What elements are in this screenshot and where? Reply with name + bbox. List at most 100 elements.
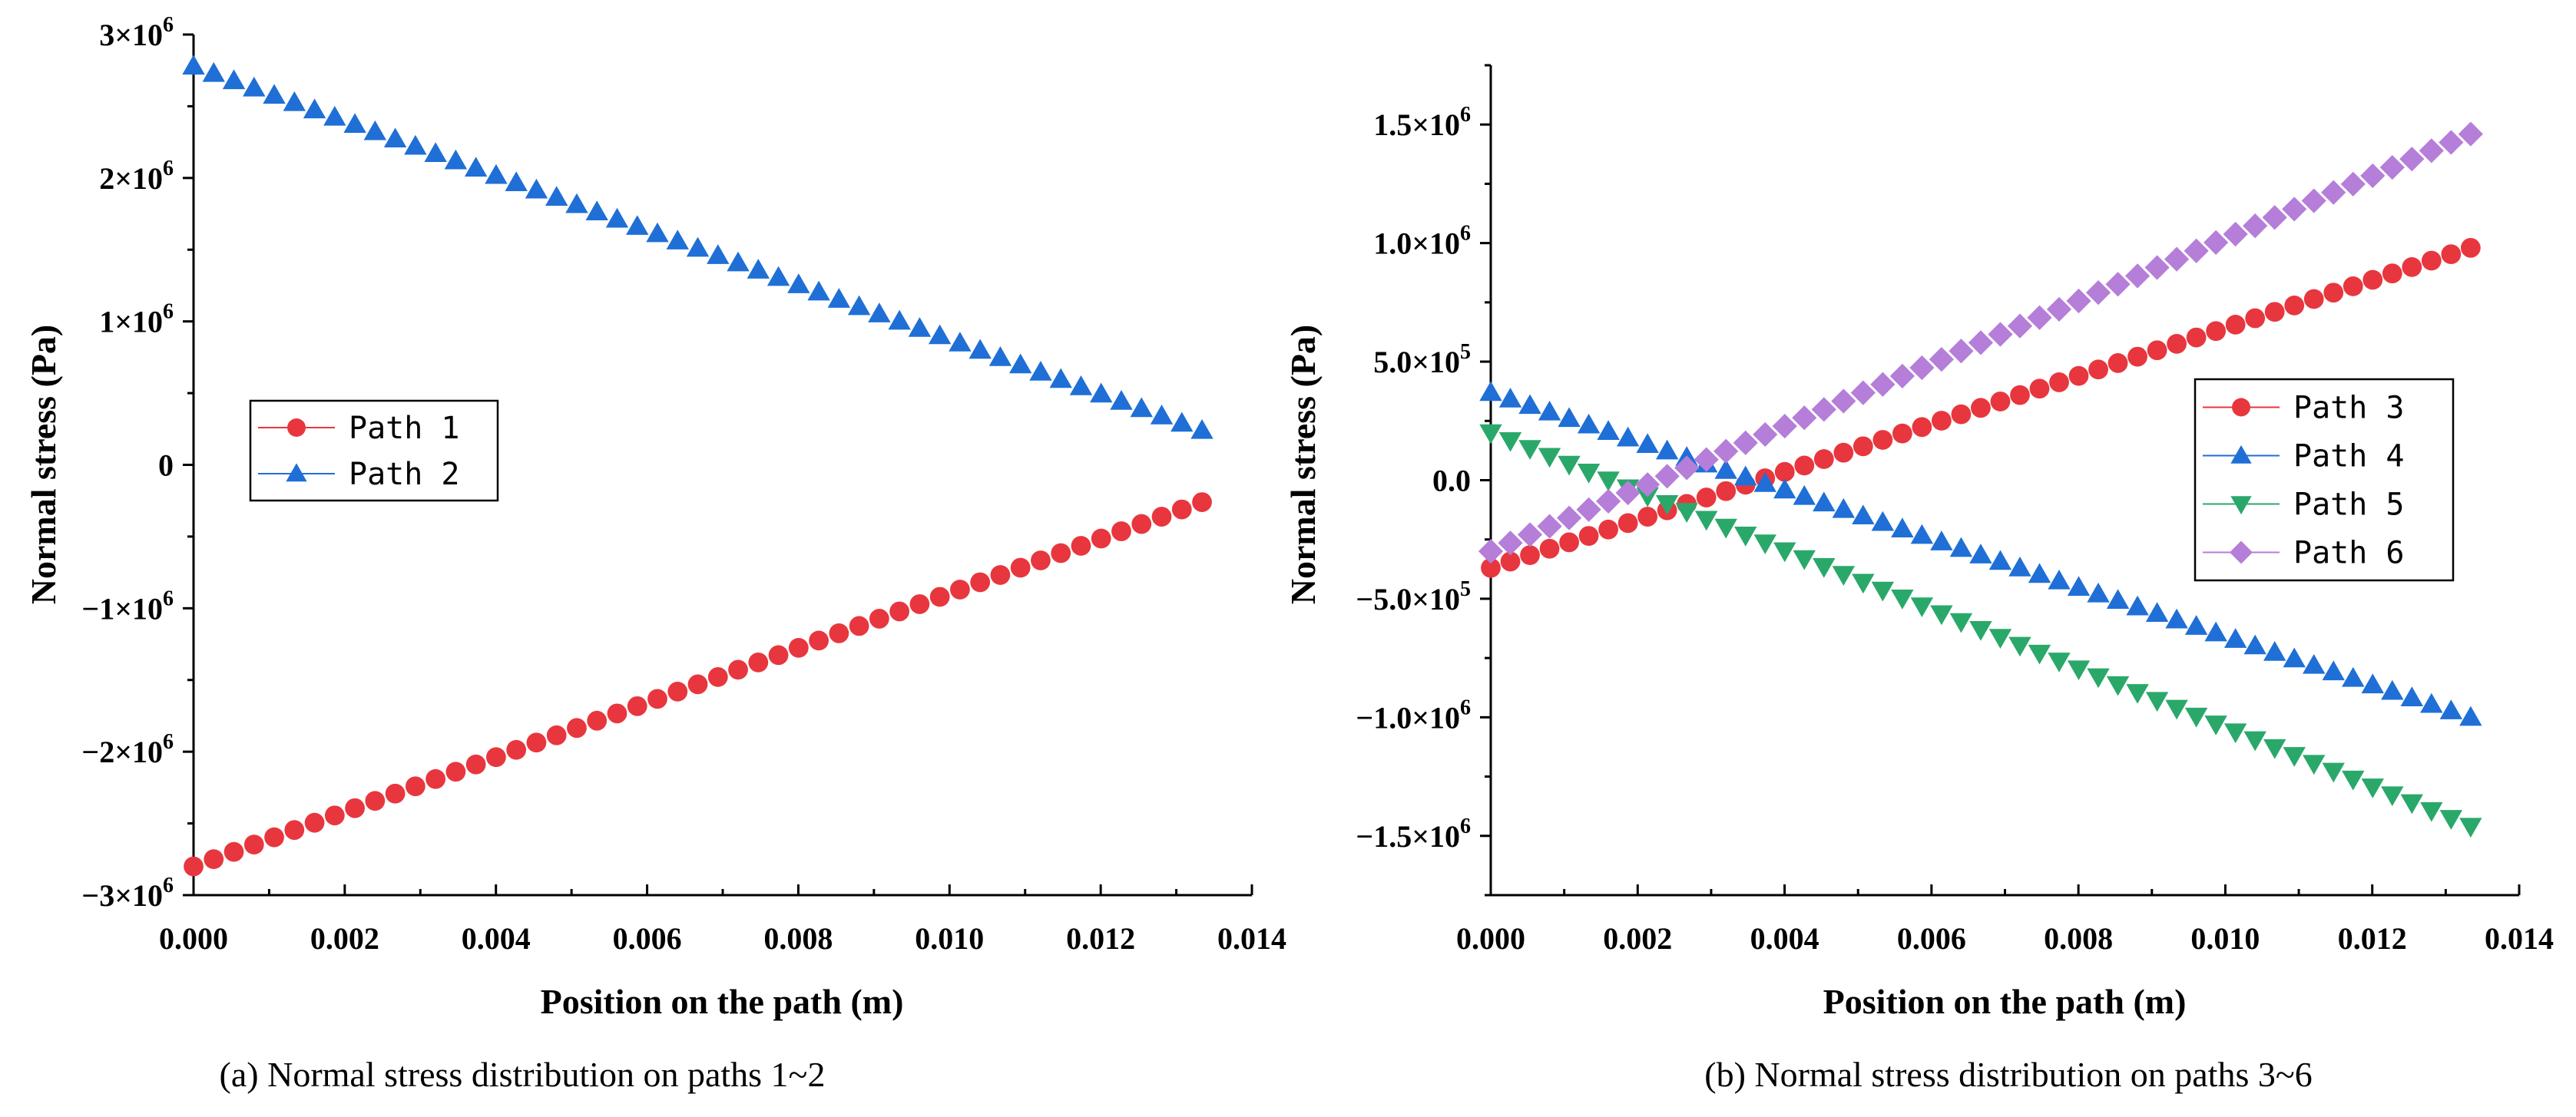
chart-panel-b: 0.000 0.002 0.004 0.006 0.008 0.010 0.012 0.014… xyxy=(1283,64,2554,1094)
data-point xyxy=(2342,770,2365,791)
data-point xyxy=(1871,511,1895,531)
data-point xyxy=(1930,605,1953,626)
x-tick-label: 0.000 xyxy=(1456,921,1525,956)
data-point xyxy=(444,149,468,170)
data-point xyxy=(2049,372,2069,392)
legend-label: Path 2 xyxy=(349,457,460,492)
data-point xyxy=(2400,686,2424,706)
data-point xyxy=(2263,641,2286,661)
data-point xyxy=(2087,668,2110,689)
data-point xyxy=(2245,308,2266,329)
data-point xyxy=(727,251,750,272)
data-point xyxy=(1694,447,1719,472)
data-point xyxy=(1654,464,1680,489)
data-point xyxy=(2028,644,2051,665)
data-point xyxy=(223,841,244,862)
y-tick-label: 3×106 xyxy=(99,13,174,52)
data-point xyxy=(182,55,205,75)
data-point xyxy=(1517,522,1543,547)
data-point xyxy=(1951,404,1972,425)
data-point xyxy=(2243,731,2266,752)
y-tick-label: 1.5×106 xyxy=(1373,103,1471,142)
data-point xyxy=(1971,398,1991,418)
data-point xyxy=(1029,361,1052,381)
y-axis-label: Normal stress (Pa) xyxy=(24,325,63,605)
data-point xyxy=(2264,302,2285,322)
data-point xyxy=(2164,246,2190,272)
data-point xyxy=(1578,526,1599,546)
data-point xyxy=(204,849,224,870)
series-path-6 xyxy=(1478,121,2483,564)
data-point xyxy=(1833,442,1854,463)
data-point xyxy=(567,718,587,739)
data-point xyxy=(1753,421,1778,448)
data-point xyxy=(2400,794,2424,815)
legend-marker xyxy=(286,463,307,482)
data-point xyxy=(1988,322,2013,347)
data-point xyxy=(768,645,789,666)
data-point xyxy=(284,820,305,841)
data-point xyxy=(385,783,406,804)
legend-label: Path 5 xyxy=(2293,487,2405,523)
data-point xyxy=(2420,692,2443,713)
data-point xyxy=(1110,389,1133,410)
data-point xyxy=(1479,381,1502,402)
data-point xyxy=(847,295,871,316)
data-point xyxy=(1910,597,1934,618)
data-point xyxy=(1713,438,1739,464)
data-point xyxy=(2027,305,2052,330)
data-point xyxy=(707,244,730,264)
data-point xyxy=(505,171,528,191)
x-tick-label: 0.004 xyxy=(1750,921,1819,956)
data-point xyxy=(2223,723,2247,744)
data-point xyxy=(1151,507,1172,527)
data-point xyxy=(1832,566,1856,587)
y-tick-label: 1×106 xyxy=(99,300,174,339)
data-point xyxy=(2322,660,2345,681)
data-point xyxy=(687,674,708,695)
data-point xyxy=(2420,801,2443,822)
data-point xyxy=(1481,557,1501,578)
data-point xyxy=(2459,818,2482,838)
data-point xyxy=(888,309,911,330)
data-point xyxy=(324,805,345,826)
data-point xyxy=(1813,491,1836,512)
data-point xyxy=(1852,573,1875,594)
legend-marker xyxy=(2230,496,2252,515)
data-point xyxy=(2340,171,2366,197)
data-point xyxy=(1577,413,1601,434)
data-point xyxy=(1813,558,1836,578)
data-point xyxy=(2106,676,2130,696)
y-tick-label: −1.0×106 xyxy=(1356,696,1471,735)
data-point xyxy=(2068,365,2089,386)
y-tick-label: 1.0×106 xyxy=(1373,222,1471,261)
data-point xyxy=(929,587,950,607)
y-tick-label: 0.0 xyxy=(1432,464,1471,498)
data-point xyxy=(990,565,1011,585)
legend-label: Path 4 xyxy=(2293,439,2405,474)
data-point xyxy=(1871,581,1895,602)
data-point xyxy=(363,120,387,140)
data-point xyxy=(304,812,325,833)
data-point xyxy=(1949,339,1974,364)
data-point xyxy=(1130,397,1153,418)
chart-panel-a: 0.000 0.002 0.004 0.006 0.008 0.010 0.012 0.014… xyxy=(24,13,1286,1094)
data-point xyxy=(1870,372,1896,397)
y-tick-label: −1×106 xyxy=(81,587,174,626)
data-point xyxy=(1636,433,1659,453)
data-point xyxy=(1793,484,1816,505)
data-point xyxy=(1559,532,1579,553)
data-point xyxy=(1538,448,1561,468)
data-point xyxy=(607,703,627,724)
data-point xyxy=(1008,353,1032,374)
data-point xyxy=(1071,536,1091,556)
x-tick-label: 0.012 xyxy=(2338,921,2407,956)
data-point xyxy=(545,186,568,206)
data-point xyxy=(2399,147,2425,172)
data-point xyxy=(1576,497,1601,522)
data-point xyxy=(1988,629,2012,649)
data-point xyxy=(1598,519,1618,540)
data-point xyxy=(2184,615,2208,635)
data-point xyxy=(323,105,346,126)
data-point xyxy=(2459,706,2482,726)
